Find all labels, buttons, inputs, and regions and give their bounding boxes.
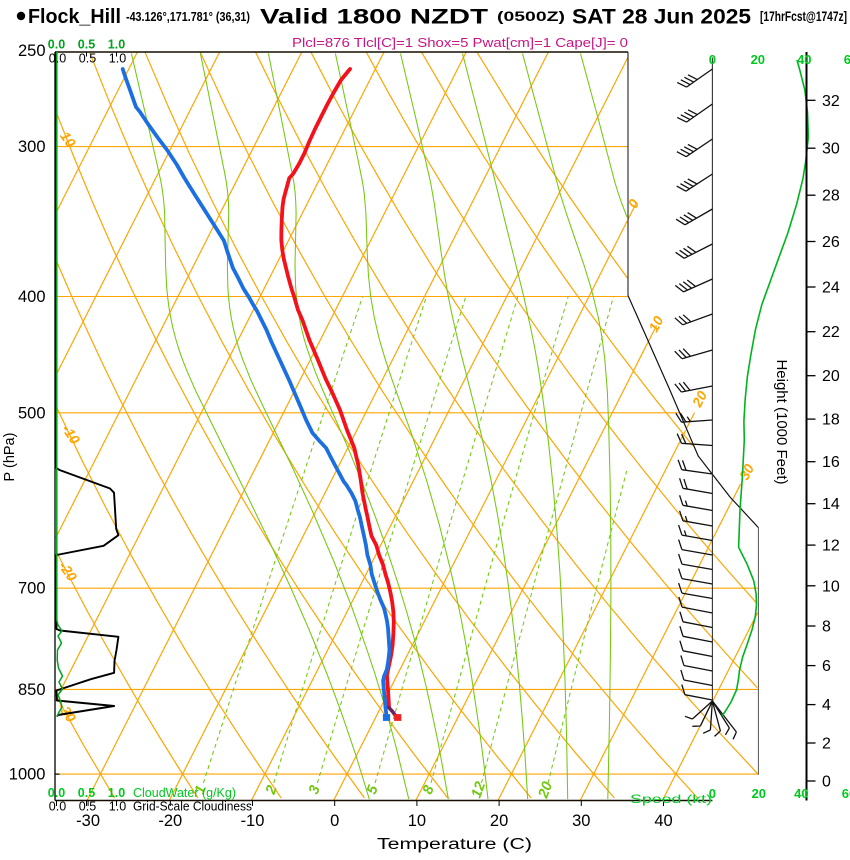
svg-text:20: 20 [490,812,508,830]
svg-text:(0500Z): (0500Z) [497,9,565,24]
svg-text:0: 0 [709,786,716,801]
svg-text:6: 6 [822,658,831,675]
svg-text:1.0: 1.0 [109,800,126,814]
svg-text:26: 26 [822,234,840,251]
svg-text:Valid 1800 NZDT: Valid 1800 NZDT [260,6,488,29]
svg-text:20: 20 [752,786,766,801]
svg-text:2: 2 [822,736,831,753]
svg-text:40: 40 [797,52,811,67]
svg-text:8: 8 [822,619,831,636]
svg-text:60: 60 [844,52,850,67]
svg-text:12: 12 [469,780,490,801]
svg-text:12: 12 [822,538,840,555]
svg-text:1.0: 1.0 [108,786,125,800]
svg-text:Grid-Scale Cloudiness: Grid-Scale Cloudiness [133,800,252,814]
svg-text:30: 30 [572,812,590,830]
svg-text:14: 14 [822,496,840,513]
svg-text:250: 250 [18,42,46,60]
svg-text:4: 4 [822,697,831,714]
svg-text:20: 20 [535,780,556,802]
svg-text:60: 60 [842,786,850,801]
svg-text:-10: -10 [241,812,265,830]
svg-text:32: 32 [822,93,840,110]
svg-text:10: 10 [822,578,840,595]
svg-text:-43.126°,171.781° (36,31): -43.126°,171.781° (36,31) [126,9,250,24]
svg-text:0.0: 0.0 [48,786,65,800]
svg-text:20: 20 [688,388,710,410]
svg-text:0.5: 0.5 [79,52,96,66]
svg-text:0.5: 0.5 [78,786,95,800]
svg-text:30: 30 [736,461,758,482]
svg-text:16: 16 [822,454,840,471]
svg-text:850: 850 [18,681,46,699]
svg-text:0: 0 [330,812,339,830]
svg-text:0: 0 [709,52,716,67]
svg-text:1.0: 1.0 [109,52,126,66]
svg-text:Temperature (C): Temperature (C) [377,836,532,853]
svg-text:300: 300 [18,138,46,156]
svg-text:-30: -30 [76,812,100,830]
svg-text:[17hrFcst@1747z]: [17hrFcst@1747z] [760,9,847,24]
svg-text:Speed (kt): Speed (kt) [630,792,712,806]
svg-text:0.5: 0.5 [79,800,96,814]
svg-text:28: 28 [822,188,840,205]
svg-text:P (hPa): P (hPa) [2,433,18,482]
svg-text:22: 22 [822,324,840,341]
svg-text:40: 40 [794,786,808,801]
svg-text:1000: 1000 [9,766,46,784]
svg-text:40: 40 [654,812,672,830]
svg-text:24: 24 [822,280,840,297]
svg-text:0: 0 [822,774,831,791]
svg-text:1.0: 1.0 [108,38,125,52]
svg-text:-20: -20 [158,812,182,830]
svg-text:500: 500 [18,404,46,422]
svg-text:400: 400 [18,288,46,306]
svg-text:10: 10 [408,812,426,830]
svg-text:20: 20 [751,52,765,67]
svg-text:CloudWater (g/Kg): CloudWater (g/Kg) [133,786,236,800]
svg-text:Flock_Hill: Flock_Hill [28,6,121,28]
svg-text:700: 700 [18,580,46,598]
svg-text:0.0: 0.0 [49,800,66,814]
svg-text:18: 18 [822,412,840,429]
svg-text:30: 30 [822,141,840,158]
svg-text:20: 20 [822,368,840,385]
svg-text:Plcl=876 Tlcl[C]=1 Shox=5 Pwat: Plcl=876 Tlcl[C]=1 Shox=5 Pwat[cm]=1 Cap… [292,35,628,50]
svg-text:0.0: 0.0 [48,38,65,52]
svg-text:10: 10 [645,313,667,334]
svg-text:Height (1000 Feet): Height (1000 Feet) [773,359,790,484]
svg-text:0.5: 0.5 [78,38,95,52]
svg-text:SAT 28 Jun 2025: SAT 28 Jun 2025 [572,6,751,29]
svg-text:0.0: 0.0 [49,52,66,66]
